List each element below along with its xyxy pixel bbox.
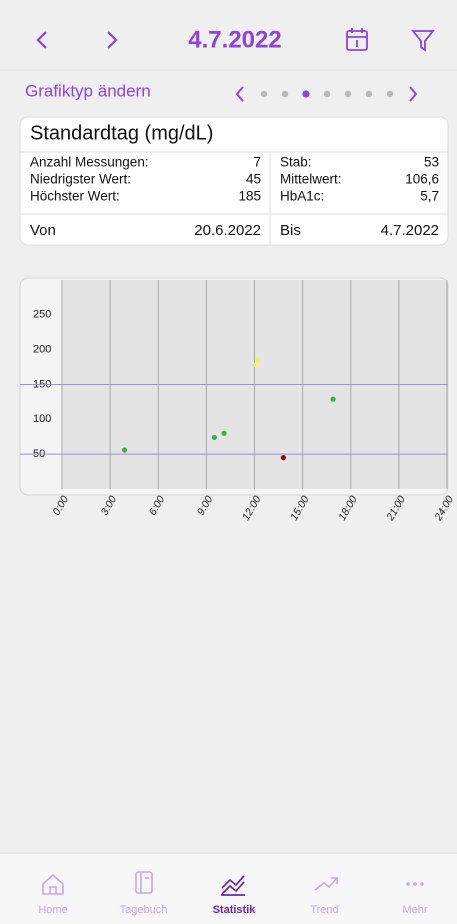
stat-value: 5,7 (420, 189, 439, 204)
to-label: Bis (280, 222, 301, 239)
stat-label: Mittelwert: (280, 172, 342, 187)
data-point (221, 430, 227, 436)
data-point (253, 362, 259, 368)
chart-type-link[interactable]: Grafiktyp ändern (25, 81, 151, 100)
stat-label: Niedrigster Wert: (30, 172, 131, 187)
next-button[interactable] (107, 31, 118, 49)
home-icon (42, 873, 64, 895)
from-label: Von (30, 222, 56, 239)
stat-value: 53 (424, 155, 439, 170)
card-title: Standardtag (mg/dL) (30, 122, 213, 144)
stat-value: 106,6 (405, 172, 439, 187)
tab-label[interactable]: Mehr (402, 904, 427, 916)
prev-chart[interactable] (235, 86, 244, 102)
tab-label[interactable]: Tagebuch (120, 904, 168, 916)
tab-label[interactable]: Statistik (213, 904, 257, 916)
stat-label: Anzahl Messungen: (30, 155, 149, 170)
more-icon (406, 882, 424, 886)
data-point (330, 396, 336, 402)
diary-icon (135, 871, 153, 894)
stat-value: 185 (238, 189, 261, 204)
tab-label[interactable]: Trend (310, 904, 338, 916)
data-point (121, 447, 128, 453)
to-date: 4.7.2022 (381, 222, 439, 239)
filter-icon[interactable] (411, 30, 435, 52)
data-point (255, 357, 261, 363)
stats-card (19, 116, 449, 246)
next-chart[interactable] (409, 86, 418, 102)
stat-value: 45 (246, 172, 261, 187)
y-tick-label: 100 (33, 413, 51, 425)
from-date: 20.6.2022 (194, 222, 261, 239)
stat-label: Stab: (280, 155, 312, 170)
data-point (211, 434, 217, 441)
prev-button[interactable] (36, 31, 47, 49)
page-dots (260, 90, 394, 98)
date[interactable]: 4.7.2022 (188, 26, 281, 53)
stat-label: Höchster Wert: (30, 189, 120, 204)
y-tick-label: 250 (33, 309, 51, 321)
tab-label[interactable]: Home (38, 904, 67, 916)
stat-label: HbA1c: (280, 189, 324, 204)
calendar-icon[interactable] (346, 28, 368, 51)
y-tick-label: 200 (33, 344, 51, 356)
data-point (280, 455, 286, 461)
trend-icon (314, 877, 338, 891)
stat-value: 7 (253, 155, 261, 170)
stats-icon (221, 875, 245, 896)
